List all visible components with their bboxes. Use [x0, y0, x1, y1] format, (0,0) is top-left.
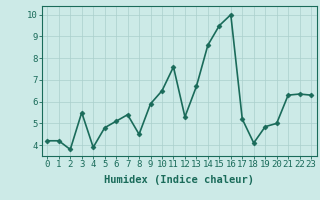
X-axis label: Humidex (Indice chaleur): Humidex (Indice chaleur)	[104, 175, 254, 185]
